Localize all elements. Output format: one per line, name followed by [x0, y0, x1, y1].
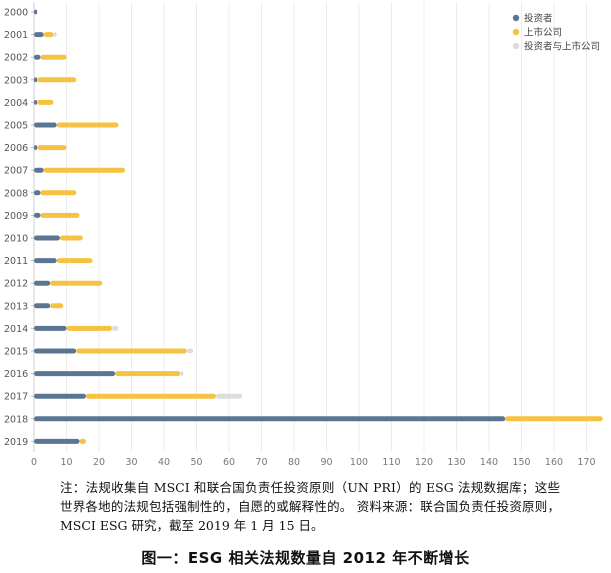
bar-segment	[37, 77, 77, 83]
legend-label: 投资者与上市公司	[524, 41, 600, 53]
bar-segment	[34, 393, 86, 399]
y-tick-label: 2007	[4, 166, 28, 177]
bar-segment	[505, 416, 603, 422]
bar-segment	[56, 122, 119, 128]
bar-segment	[186, 348, 194, 354]
y-tick-label: 2008	[4, 188, 28, 199]
y-tick-label: 2013	[4, 301, 28, 312]
bar-segment	[79, 438, 86, 444]
bar-segment	[56, 258, 93, 264]
bar-segment	[34, 325, 67, 331]
y-tick-label: 2003	[4, 75, 28, 86]
x-tick-label: 110	[382, 457, 400, 468]
bar-segment	[34, 371, 116, 377]
x-tick-label: 90	[320, 457, 332, 468]
bar-segment	[34, 99, 38, 105]
chart-note: 注：法规收集自 MSCI 和联合国负责任投资原则（UN PRI）的 ESG 法规…	[60, 480, 560, 533]
bar-segment	[112, 325, 119, 331]
figure-caption: 图一：ESG 相关法规数量自 2012 年不断增长	[141, 549, 470, 567]
legend-marker	[512, 28, 520, 36]
bar-segment	[34, 280, 51, 286]
y-tick-label: 2012	[4, 279, 28, 290]
y-tick-label: 2016	[4, 369, 28, 380]
x-tick-label: 60	[223, 457, 235, 468]
bar-segment	[34, 416, 506, 422]
bar-segment	[115, 371, 181, 377]
bar-segment	[34, 212, 41, 218]
x-tick-label: 30	[125, 457, 137, 468]
x-tick-label: 130	[447, 457, 465, 468]
bar-segment	[34, 122, 57, 128]
bar-segment	[40, 54, 67, 60]
bar-segment	[34, 145, 38, 151]
x-tick-label: 100	[350, 457, 368, 468]
x-tick-label: 80	[288, 457, 300, 468]
x-tick-label: 120	[415, 457, 433, 468]
y-tick-label: 2014	[4, 324, 28, 335]
y-tick-label: 2010	[4, 234, 28, 245]
bar-segment	[34, 9, 38, 15]
bar-segment	[34, 54, 41, 60]
y-tick-label: 2009	[4, 211, 28, 222]
y-tick-label: 2019	[4, 437, 28, 448]
y-tick-label: 2004	[4, 98, 28, 109]
x-tick-label: 170	[577, 457, 595, 468]
y-tick-label: 2002	[4, 53, 28, 64]
legend-marker	[512, 42, 520, 50]
x-tick-label: 160	[545, 457, 563, 468]
legend-marker	[512, 14, 520, 22]
y-tick-label: 2018	[4, 414, 28, 425]
x-tick-label: 40	[158, 457, 170, 468]
x-tick-label: 20	[93, 457, 105, 468]
y-tick-label: 2005	[4, 121, 28, 132]
esg-regulations-chart: 0 10 20 30 40 50 60 70 80 90 100 110 120 130 140 150 160…	[4, 2, 603, 468]
bar-segment	[34, 438, 80, 444]
y-tick-label: 2000	[4, 8, 28, 19]
y-tick-label: 2017	[4, 392, 28, 403]
bar-segment	[34, 190, 41, 196]
x-tick-label: 10	[60, 457, 72, 468]
y-tick-label: 2011	[4, 256, 28, 267]
bar-segment	[40, 212, 80, 218]
bar-segment	[60, 235, 83, 241]
bar-segment	[66, 325, 112, 331]
legend-label: 上市公司	[524, 27, 562, 39]
bar-segment	[34, 303, 51, 309]
legend-label: 投资者	[524, 13, 553, 25]
y-tick-label: 2006	[4, 143, 28, 154]
bar-segment	[34, 348, 77, 354]
y-tick-label: 2001	[4, 30, 28, 41]
bar-segment	[180, 371, 184, 377]
bar-segment	[43, 167, 125, 173]
bar-segment	[40, 190, 77, 196]
x-tick-label: 50	[190, 457, 202, 468]
y-tick-label: 2015	[4, 347, 28, 358]
bar-segment	[34, 235, 60, 241]
x-tick-label: 0	[31, 457, 37, 468]
bar-segment	[216, 393, 242, 399]
bar-segment	[37, 99, 54, 105]
x-tick-label: 70	[255, 457, 267, 468]
bar-segment	[34, 167, 44, 173]
bar-segment	[43, 32, 54, 38]
bar-segment	[76, 348, 187, 354]
bar-segment	[34, 77, 38, 83]
bar-segment	[34, 258, 57, 264]
bar-segment	[34, 32, 44, 38]
bar-segment	[50, 303, 64, 309]
bar-segment	[53, 32, 57, 38]
bar-segment	[50, 280, 103, 286]
bar-segment	[37, 145, 67, 151]
x-tick-label: 150	[512, 457, 530, 468]
x-tick-label: 140	[480, 457, 498, 468]
bar-segment	[86, 393, 216, 399]
